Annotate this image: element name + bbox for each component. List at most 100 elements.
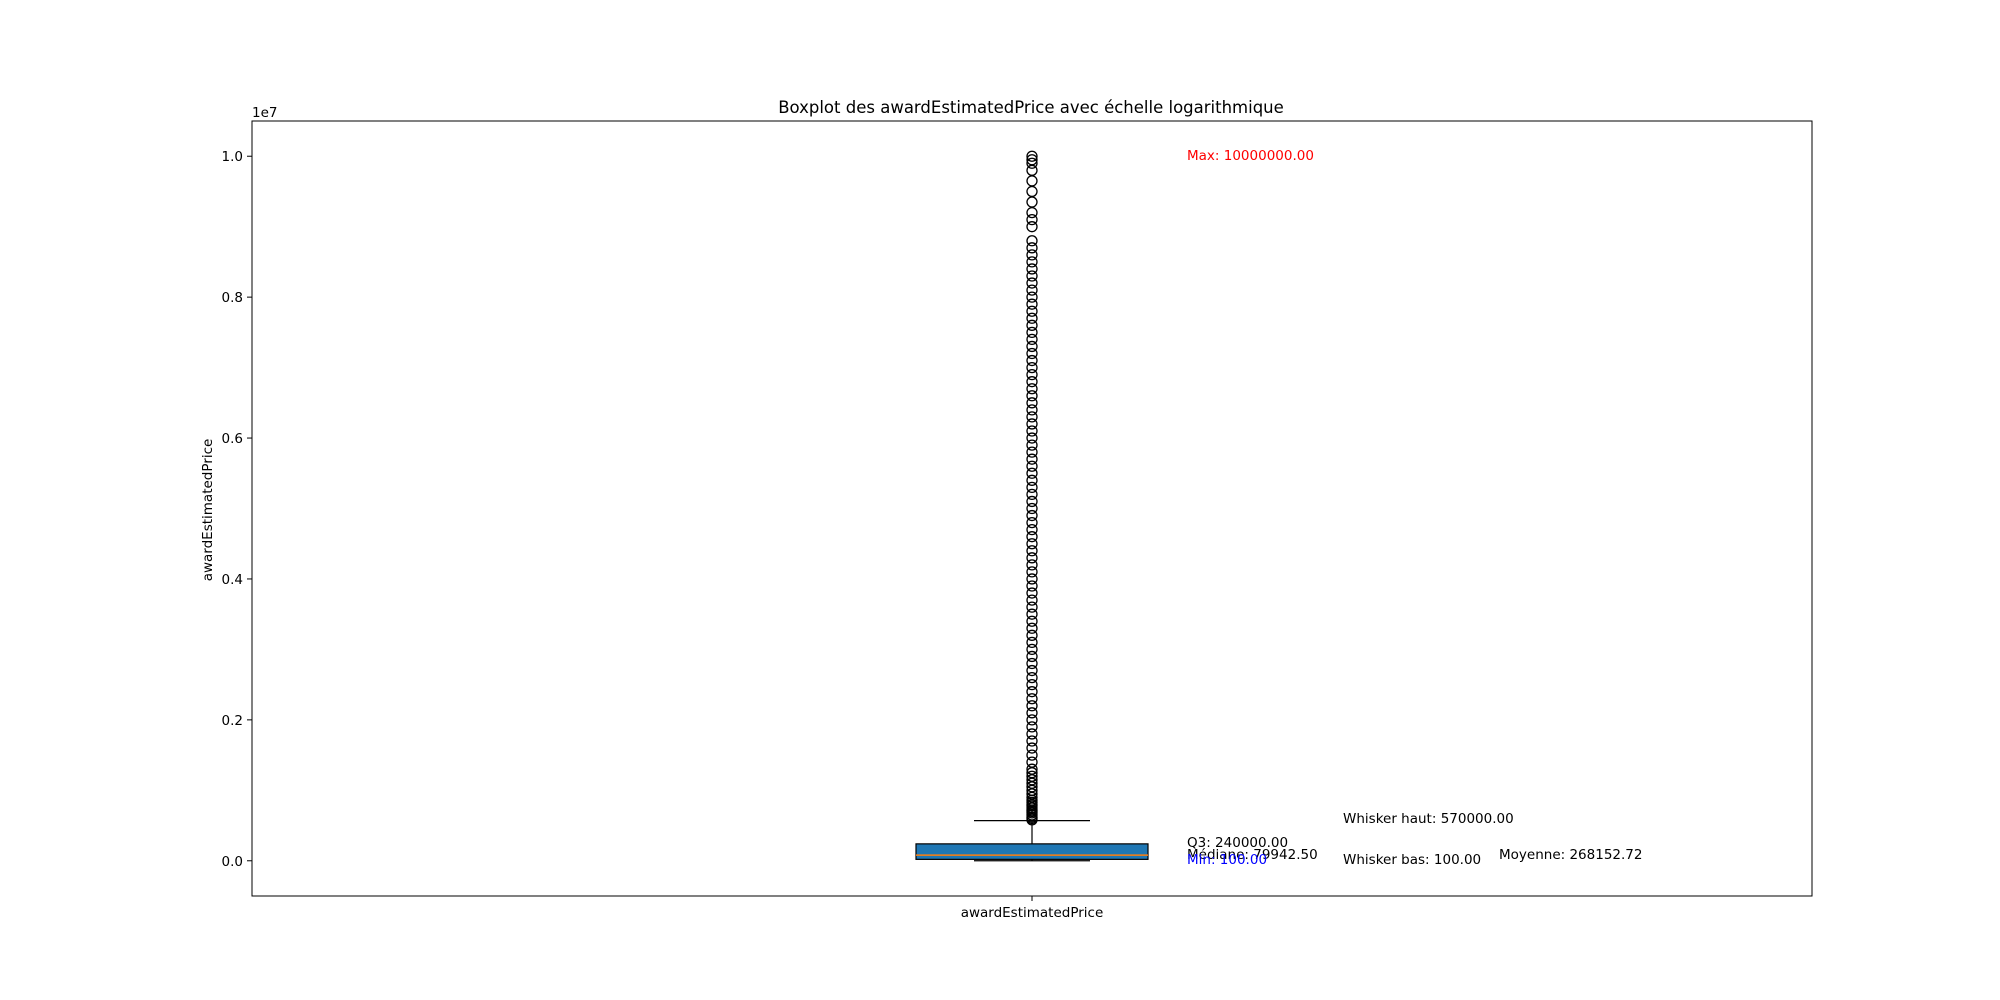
outlier-point	[1026, 291, 1038, 303]
outlier-point	[1026, 150, 1038, 162]
outlier-point	[1026, 495, 1038, 508]
outlier-point	[1026, 622, 1038, 634]
outlier-point	[1026, 707, 1038, 719]
outlier-point	[1026, 298, 1038, 310]
outlier-point	[1026, 453, 1038, 465]
outlier-point	[1026, 383, 1038, 395]
outlier-point	[1026, 256, 1038, 268]
outlier-point	[1026, 531, 1038, 543]
outlier-point	[1026, 418, 1038, 430]
outlier-point	[1026, 615, 1038, 627]
outlier-point	[1026, 347, 1038, 360]
outlier-point	[1026, 728, 1038, 740]
outlier-point	[1026, 763, 1038, 775]
annotation-max: Max: 10000000.00	[1187, 148, 1314, 164]
outlier-point	[1026, 693, 1038, 705]
outlier-point	[1026, 221, 1038, 233]
outlier-point	[1026, 474, 1038, 486]
y-tick-label: 0.0	[222, 854, 243, 870]
y-axis-label: awardEstimatedPrice	[200, 439, 216, 582]
outlier-point	[1026, 154, 1038, 166]
outlier-point	[1026, 735, 1038, 747]
x-axis-ticks: awardEstimatedPrice	[961, 896, 1104, 921]
outlier-point	[1026, 629, 1038, 641]
outlier-point	[1026, 390, 1038, 402]
outlier-point	[1026, 213, 1038, 226]
outlier-point	[1026, 467, 1038, 479]
outlier-point	[1026, 756, 1038, 768]
outlier-point	[1026, 242, 1038, 254]
outlier-point	[1026, 714, 1038, 726]
annotation-min: Min: 100.00	[1187, 852, 1267, 868]
outlier-point	[1026, 671, 1038, 684]
outlier-point	[1026, 566, 1038, 578]
outlier-point	[1026, 157, 1038, 169]
y-tick-label: 0.6	[222, 431, 243, 447]
outlier-point	[1026, 249, 1038, 261]
y-tick-label: 1.0	[222, 149, 243, 165]
outlier-point	[1026, 608, 1038, 620]
chart-title: Boxplot des awardEstimatedPrice avec éch…	[778, 98, 1284, 117]
outlier-point	[1026, 587, 1038, 599]
outlier-point	[1026, 340, 1038, 353]
outlier-point	[1026, 559, 1038, 571]
outlier-point	[1026, 664, 1038, 677]
outlier-point	[1026, 446, 1038, 458]
outlier-point	[1026, 516, 1038, 529]
outlier-point	[1026, 686, 1038, 698]
outlier-point	[1026, 509, 1038, 522]
outlier-point	[1026, 432, 1038, 444]
outlier-point	[1026, 742, 1038, 754]
y-axis-ticks: 0.0 0.2 0.4 0.6 0.8 1.0	[222, 149, 252, 870]
outlier-point	[1026, 552, 1038, 564]
outlier-point	[1026, 411, 1038, 423]
iqr-box	[915, 843, 1149, 860]
outlier-point	[1026, 545, 1038, 557]
outlier-point	[1026, 270, 1038, 282]
outlier-point	[1026, 657, 1038, 670]
outlier-point	[1026, 523, 1038, 536]
y-offset-label: 1e7	[252, 105, 277, 121]
outlier-point	[1026, 502, 1038, 515]
outlier-point	[1026, 425, 1038, 437]
annotation-q3: Q3: 240000.00	[1187, 835, 1288, 851]
annotation-mean: Moyenne: 268152.72	[1499, 847, 1642, 863]
outlier-point	[1026, 263, 1038, 275]
y-tick-label: 0.4	[222, 572, 243, 588]
y-tick-label: 0.2	[222, 713, 243, 729]
outlier-point	[1026, 749, 1038, 761]
outlier-point	[1026, 397, 1038, 409]
outlier-point	[1026, 368, 1038, 381]
outlier-point	[1026, 284, 1038, 296]
annotation-median: Médiane: 79942.50	[1187, 847, 1318, 863]
outlier-point	[1026, 770, 1038, 782]
outlier-point	[1026, 354, 1038, 367]
outlier-point	[1026, 643, 1038, 656]
outlier-point	[1026, 319, 1038, 331]
outlier-point	[1026, 312, 1038, 324]
outlier-point	[1026, 326, 1038, 339]
outlier-point	[1026, 700, 1038, 712]
plot-area	[915, 150, 1149, 862]
outlier-point	[1026, 481, 1038, 494]
outlier-point	[1026, 580, 1038, 592]
annotation-whisker-high: Whisker haut: 570000.00	[1343, 811, 1514, 827]
outlier-point	[1026, 439, 1038, 451]
outlier-point	[1026, 650, 1038, 663]
outlier-point	[1026, 333, 1038, 346]
outlier-point	[1026, 721, 1038, 733]
outlier-point	[1026, 277, 1038, 289]
outlier-point	[1026, 594, 1038, 606]
annotation-whisker-low: Whisker bas: 100.00	[1343, 852, 1481, 868]
outlier-point	[1026, 573, 1038, 585]
outlier-point	[1026, 376, 1038, 388]
outlier-point	[1026, 361, 1038, 374]
outlier-point	[1026, 235, 1038, 247]
outlier-point	[1026, 601, 1038, 613]
annotations: Médiane: 79942.50 Max: 10000000.00 Q3: 240…	[1187, 148, 1642, 868]
outlier-point	[1026, 678, 1038, 691]
outlier-point	[1026, 404, 1038, 416]
x-tick-label: awardEstimatedPrice	[961, 905, 1104, 921]
outlier-point	[1026, 305, 1038, 317]
